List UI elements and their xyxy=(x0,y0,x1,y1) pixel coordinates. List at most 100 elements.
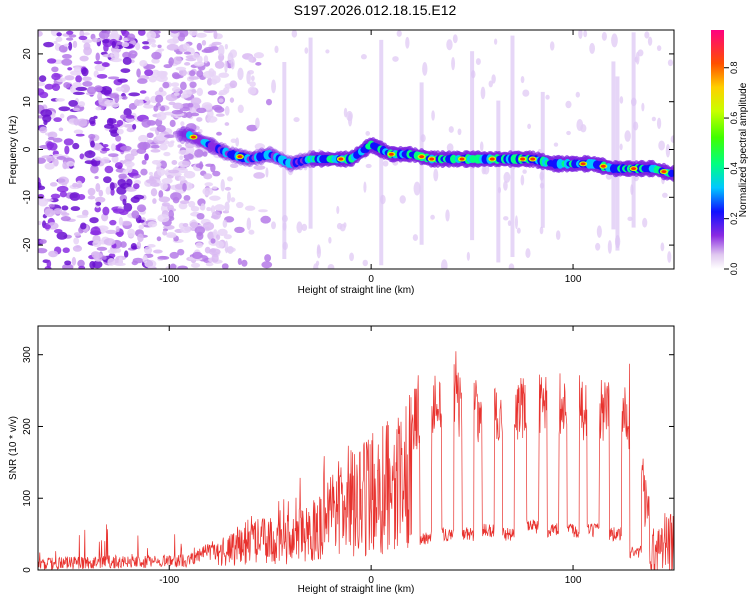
noise-blob xyxy=(90,140,95,148)
noise-blob xyxy=(637,49,644,57)
spectrogram-heat-layer xyxy=(38,30,674,269)
noise-blob xyxy=(201,102,213,111)
y-tick-label: -10 xyxy=(22,190,33,205)
noise-blob xyxy=(59,191,67,198)
noise-blob xyxy=(430,214,435,220)
noise-blob xyxy=(136,204,147,213)
noise-blob xyxy=(224,43,228,50)
noise-blob xyxy=(151,43,157,48)
colorbar-tick-label: 0.0 xyxy=(729,263,739,276)
noise-blob xyxy=(157,44,162,49)
noise-blob xyxy=(94,196,106,203)
noise-blob xyxy=(109,219,117,226)
noise-blob xyxy=(167,169,180,174)
noise-blob xyxy=(196,42,203,51)
noise-blob xyxy=(144,96,150,102)
noise-blob xyxy=(102,39,110,44)
noise-blob xyxy=(69,192,81,201)
noise-blob xyxy=(103,43,109,52)
noise-blob xyxy=(71,256,77,266)
noise-blob xyxy=(171,82,180,87)
noise-blob xyxy=(161,202,171,207)
noise-blob xyxy=(182,223,189,227)
noise-blob xyxy=(133,183,140,190)
noise-blob xyxy=(224,105,230,116)
noise-blob xyxy=(148,75,157,83)
noise-blob xyxy=(198,128,203,134)
noise-blob xyxy=(136,148,147,154)
noise-blob xyxy=(507,220,512,227)
noise-blob xyxy=(480,86,486,100)
noise-blob xyxy=(304,47,309,54)
colorbar-tick-label: 0.8 xyxy=(729,61,739,74)
noise-blob xyxy=(566,130,571,136)
noise-blob xyxy=(53,40,58,45)
snr-line-layer xyxy=(38,351,674,570)
noise-blob xyxy=(365,163,372,169)
noise-blob xyxy=(110,51,120,60)
y-tick-label: 200 xyxy=(22,418,33,435)
noise-blob xyxy=(156,111,167,121)
noise-blob xyxy=(491,74,496,84)
noise-blob xyxy=(190,112,200,117)
noise-blob xyxy=(48,250,59,258)
noise-blob xyxy=(151,58,160,64)
noise-blob xyxy=(169,119,176,128)
noise-blob xyxy=(137,78,148,84)
noise-blob xyxy=(662,192,668,198)
noise-blob xyxy=(103,176,112,184)
noise-blob xyxy=(670,135,674,143)
noise-blob xyxy=(91,252,103,259)
noise-blob xyxy=(94,175,99,180)
noise-blob xyxy=(193,61,205,67)
noise-blob xyxy=(116,119,124,127)
noise-blob xyxy=(82,76,92,82)
noise-blob xyxy=(132,123,137,130)
noise-blob xyxy=(56,231,68,240)
noise-blob xyxy=(78,101,86,107)
noise-streak xyxy=(611,61,616,230)
snr-panel: -100 0 100 0 100 200 300 Height of straight li… xyxy=(8,325,675,595)
signal-hotspot-core xyxy=(237,155,243,159)
noise-blob xyxy=(110,101,120,108)
noise-blob xyxy=(110,30,119,38)
noise-blob xyxy=(142,41,150,45)
noise-blob xyxy=(209,46,220,51)
noise-blob xyxy=(205,262,214,267)
noise-blob xyxy=(163,151,171,157)
noise-blob xyxy=(446,39,453,51)
noise-blob xyxy=(399,195,406,204)
noise-blob xyxy=(494,38,498,45)
noise-blob xyxy=(123,124,134,128)
noise-blob xyxy=(220,179,225,192)
noise-blob xyxy=(81,39,93,44)
noise-blob xyxy=(152,198,157,204)
noise-blob xyxy=(111,40,116,48)
noise-blob xyxy=(328,236,332,244)
noise-blob xyxy=(143,246,153,255)
noise-blob xyxy=(217,44,225,57)
noise-blob xyxy=(100,86,113,95)
noise-blob xyxy=(68,41,73,51)
noise-blob xyxy=(196,107,207,114)
noise-blob xyxy=(143,104,155,109)
noise-blob xyxy=(452,34,458,44)
noise-blob xyxy=(47,131,58,139)
signal-hotspot-core xyxy=(190,135,196,139)
noise-blob xyxy=(667,59,674,67)
noise-blob xyxy=(627,216,633,222)
noise-blob xyxy=(83,32,90,36)
noise-blob xyxy=(114,162,123,169)
noise-blob xyxy=(248,55,254,63)
noise-blob xyxy=(58,106,71,112)
noise-blob xyxy=(96,73,108,79)
noise-blob xyxy=(49,182,58,187)
noise-blob xyxy=(81,67,89,77)
noise-blob xyxy=(128,92,141,97)
noise-blob xyxy=(224,186,232,191)
noise-blob xyxy=(211,253,219,263)
noise-blob xyxy=(89,260,96,269)
noise-blob xyxy=(121,95,128,100)
noise-blob xyxy=(63,138,74,146)
